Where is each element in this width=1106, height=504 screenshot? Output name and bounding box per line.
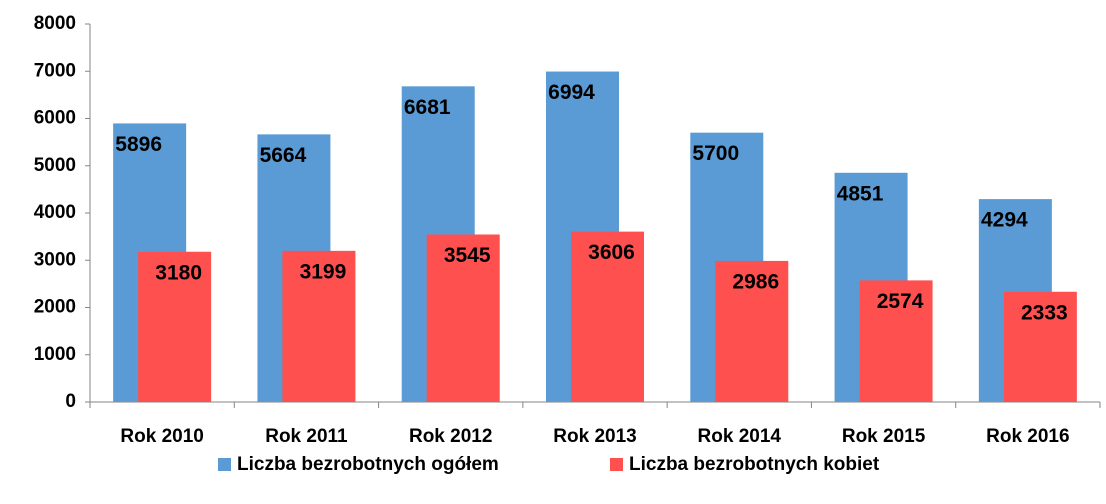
y-tick-label: 2000 xyxy=(34,297,76,318)
bar xyxy=(1003,291,1077,402)
data-label: 3199 xyxy=(300,260,347,283)
y-tick-label: 8000 xyxy=(34,13,76,34)
y-tick-label: 1000 xyxy=(34,344,76,365)
y-tick-label: 0 xyxy=(65,391,76,412)
x-tick-label: Rok 2015 xyxy=(842,426,926,447)
y-tick-label: 3000 xyxy=(34,249,76,270)
data-label: 3180 xyxy=(155,261,202,284)
x-tick-label: Rok 2016 xyxy=(986,426,1069,447)
bar xyxy=(426,234,500,402)
legend-swatch xyxy=(610,458,623,471)
data-label: 2333 xyxy=(1021,301,1068,324)
legend-swatch xyxy=(218,458,231,471)
data-label: 6681 xyxy=(404,96,451,119)
legend-label: Liczba bezrobotnych kobiet xyxy=(629,454,880,475)
data-label: 5700 xyxy=(692,142,739,165)
x-tick-label: Rok 2010 xyxy=(120,426,203,447)
data-label: 2574 xyxy=(877,290,924,313)
y-tick-label: 5000 xyxy=(34,155,76,176)
x-tick-label: Rok 2011 xyxy=(265,426,348,447)
data-label: 3545 xyxy=(444,244,491,267)
y-tick-label: 7000 xyxy=(34,60,76,81)
bar xyxy=(859,280,933,402)
y-tick-label: 6000 xyxy=(34,108,76,129)
bar xyxy=(138,251,212,402)
data-label: 4294 xyxy=(981,209,1028,232)
data-label: 5896 xyxy=(115,133,162,156)
data-label: 2986 xyxy=(732,270,779,293)
bar xyxy=(282,250,356,402)
x-tick-label: Rok 2013 xyxy=(553,426,636,447)
x-tick-label: Rok 2012 xyxy=(409,426,492,447)
data-label: 6994 xyxy=(548,81,595,104)
data-label: 5664 xyxy=(260,144,307,167)
data-label: 4851 xyxy=(837,182,884,205)
bar xyxy=(571,231,644,402)
data-label: 3606 xyxy=(588,241,635,264)
x-tick-label: Rok 2014 xyxy=(698,426,782,447)
bar xyxy=(715,260,789,402)
y-tick-label: 4000 xyxy=(34,202,76,223)
legend-label: Liczba bezrobotnych ogółem xyxy=(237,454,499,475)
